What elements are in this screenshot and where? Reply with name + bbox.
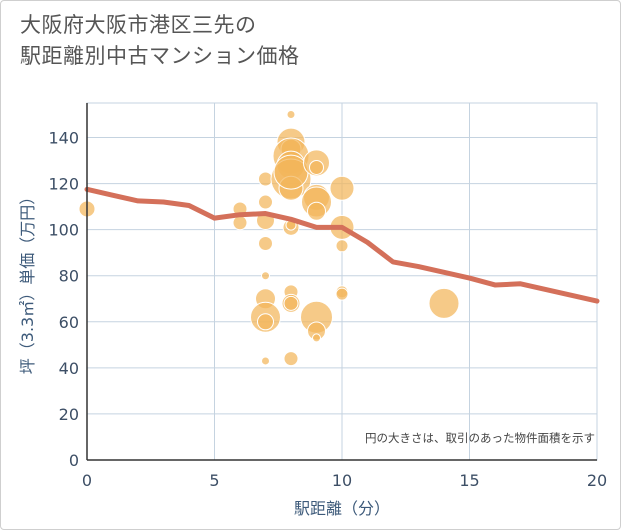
x-tick-label: 5 xyxy=(209,471,219,490)
x-axis-title: 駅距離（分） xyxy=(294,499,390,518)
bubble-point xyxy=(261,271,270,281)
x-tick-label: 20 xyxy=(587,471,607,490)
bubble-point xyxy=(312,333,321,343)
x-tick-label: 0 xyxy=(82,471,92,490)
bubble-point xyxy=(257,313,274,331)
bubble-point xyxy=(283,295,299,311)
x-tick-label: 15 xyxy=(459,471,479,490)
y-tick-label: 40 xyxy=(59,359,79,378)
chart-title-line-1: 大阪府大阪市港区三先の xyxy=(20,13,257,37)
y-tick-label: 140 xyxy=(48,129,79,148)
bubble-point xyxy=(286,110,296,120)
bubble-point xyxy=(428,287,460,319)
y-axis-title: 坪（3.3㎡）単価（万円） xyxy=(18,189,37,374)
bubble-point xyxy=(258,171,273,187)
bubble-point xyxy=(335,287,349,301)
trend-line xyxy=(84,186,600,304)
bubble-series xyxy=(78,110,460,367)
grid-lines xyxy=(86,102,598,461)
chart-title-line-2: 駅距離別中古マンション価格 xyxy=(20,44,300,68)
bubble-point xyxy=(309,159,324,175)
y-tick-label: 0 xyxy=(69,451,79,470)
y-tick-label: 100 xyxy=(48,221,79,240)
y-tick-label: 60 xyxy=(59,313,79,332)
bubble-point xyxy=(273,154,309,190)
y-tick-label: 20 xyxy=(59,405,79,424)
bubble-point xyxy=(261,356,270,366)
y-tick-label: 120 xyxy=(48,175,79,194)
bubble-point xyxy=(335,239,349,253)
bubble-point xyxy=(283,351,299,367)
x-tick-label: 10 xyxy=(332,471,352,490)
y-tick-label: 80 xyxy=(59,267,79,286)
bubble-point xyxy=(307,201,326,221)
bubble-point xyxy=(258,194,273,210)
bubble-size-note: 円の大きさは、取引のあった物件面積を示す xyxy=(365,431,595,445)
chart-title: 大阪府大阪市港区三先の 駅距離別中古マンション価格 xyxy=(20,10,300,72)
tick-labels: 0 5 10 15 20 0 20 40 60 80 100 120 140 xyxy=(48,129,607,490)
bubble-point xyxy=(329,175,355,201)
bubble-point xyxy=(258,235,273,251)
axes xyxy=(86,103,597,461)
trend-line-series xyxy=(84,186,600,304)
